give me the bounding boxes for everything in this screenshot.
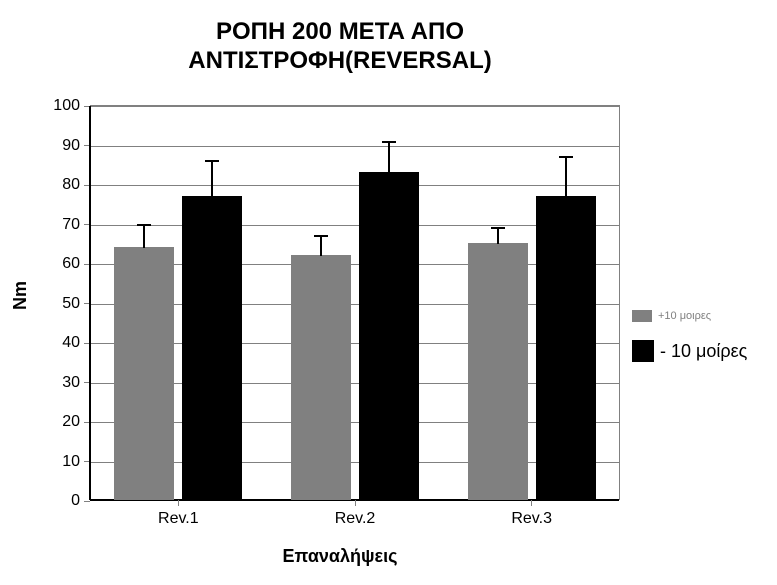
x-tick-mark	[355, 500, 356, 506]
error-bar	[211, 161, 213, 197]
error-bar	[143, 225, 145, 249]
error-bar	[497, 228, 499, 244]
y-tick-label: 30	[62, 374, 80, 392]
bar-s1	[291, 255, 351, 500]
bar-s1	[468, 243, 528, 500]
y-tick-label: 0	[71, 492, 80, 510]
y-tick-label: 40	[62, 334, 80, 352]
legend-item-s2: - 10 μοίρες	[632, 340, 772, 362]
x-tick-mark	[531, 500, 532, 506]
y-tick-label: 90	[62, 137, 80, 155]
y-tick-label: 100	[53, 97, 80, 115]
y-tick-label: 50	[62, 295, 80, 313]
gridline	[90, 106, 619, 107]
legend-swatch-s2	[632, 340, 654, 362]
x-tick-label: Rev.2	[335, 510, 376, 528]
x-axis-label: Επαναλήψεις	[60, 546, 620, 567]
x-tick-label: Rev.3	[511, 510, 552, 528]
gridline	[90, 146, 619, 147]
plot-area: 0102030405060708090100Rev.1Rev.2Rev.3	[90, 105, 620, 500]
bar-s2	[536, 196, 596, 500]
error-bar	[320, 236, 322, 256]
chart-container: ΡΟΠΗ 200 ΜΕΤΑ ΑΠΟ ΑΝΤΙΣΤΡΟΦΗ(REVERSAL) N…	[0, 0, 777, 585]
y-tick-label: 60	[62, 255, 80, 273]
bar-s2	[359, 172, 419, 500]
x-tick-mark	[178, 500, 179, 506]
error-bar	[565, 157, 567, 197]
legend-swatch-s1	[632, 310, 652, 322]
bar-s2	[182, 196, 242, 500]
chart-title: ΡΟΠΗ 200 ΜΕΤΑ ΑΠΟ ΑΝΤΙΣΤΡΟΦΗ(REVERSAL)	[60, 18, 620, 76]
title-line-2: ΑΝΤΙΣΤΡΟΦΗ(REVERSAL)	[188, 47, 491, 74]
legend-label-s1: +10 μοιρες	[658, 310, 711, 322]
y-axis-line	[89, 106, 91, 500]
y-tick-label: 10	[62, 453, 80, 471]
title-line-1: ΡΟΠΗ 200 ΜΕΤΑ ΑΠΟ	[216, 18, 464, 45]
y-axis-label: Nm	[10, 281, 31, 310]
y-tick-label: 80	[62, 176, 80, 194]
error-bar	[388, 142, 390, 174]
error-cap	[382, 141, 396, 143]
legend-item-s1: +10 μοιρες	[632, 310, 772, 322]
x-tick-label: Rev.1	[158, 510, 199, 528]
bar-s1	[114, 247, 174, 500]
error-cap	[205, 160, 219, 162]
legend: +10 μοιρες - 10 μοίρες	[632, 310, 772, 380]
error-cap	[491, 227, 505, 229]
error-cap	[559, 156, 573, 158]
error-cap	[314, 235, 328, 237]
error-cap	[137, 224, 151, 226]
y-tick-label: 20	[62, 413, 80, 431]
gridline	[90, 185, 619, 186]
legend-label-s2: - 10 μοίρες	[660, 341, 747, 362]
y-tick-label: 70	[62, 216, 80, 234]
